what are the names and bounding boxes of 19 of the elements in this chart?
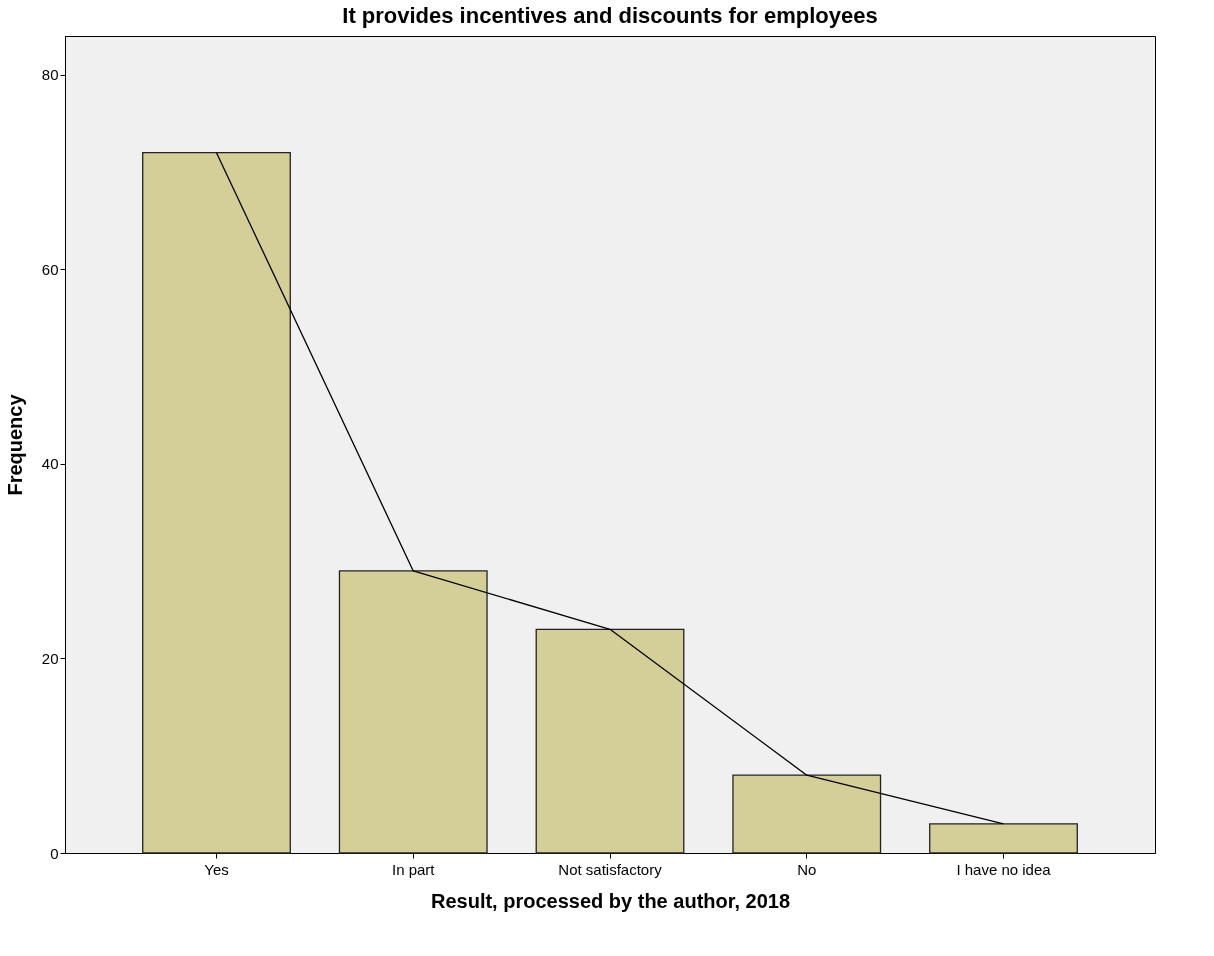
bar xyxy=(929,823,1078,854)
bar xyxy=(535,628,685,854)
x-axis-title: Result, processed by the author, 2018 xyxy=(430,889,791,912)
x-tick-label: No xyxy=(797,860,817,878)
bar xyxy=(142,152,291,854)
x-tick-label: I have no idea xyxy=(956,860,1052,878)
y-tick-label: 80 xyxy=(41,66,59,84)
chart-title: It provides incentives and discounts for employees xyxy=(342,3,878,28)
line-series xyxy=(215,152,1005,825)
y-tick-label: 20 xyxy=(41,649,59,667)
bar xyxy=(732,774,882,854)
y-tick-label: 60 xyxy=(41,260,59,278)
y-axis-title: Frequency xyxy=(3,393,26,496)
bar xyxy=(338,570,488,854)
y-tick-label: 0 xyxy=(50,844,59,862)
y-tick-label: 40 xyxy=(41,455,59,473)
x-tick-label: Yes xyxy=(204,860,229,878)
x-tick-label: In part xyxy=(391,860,436,878)
x-tick-label: Not satisfactory xyxy=(558,860,663,878)
